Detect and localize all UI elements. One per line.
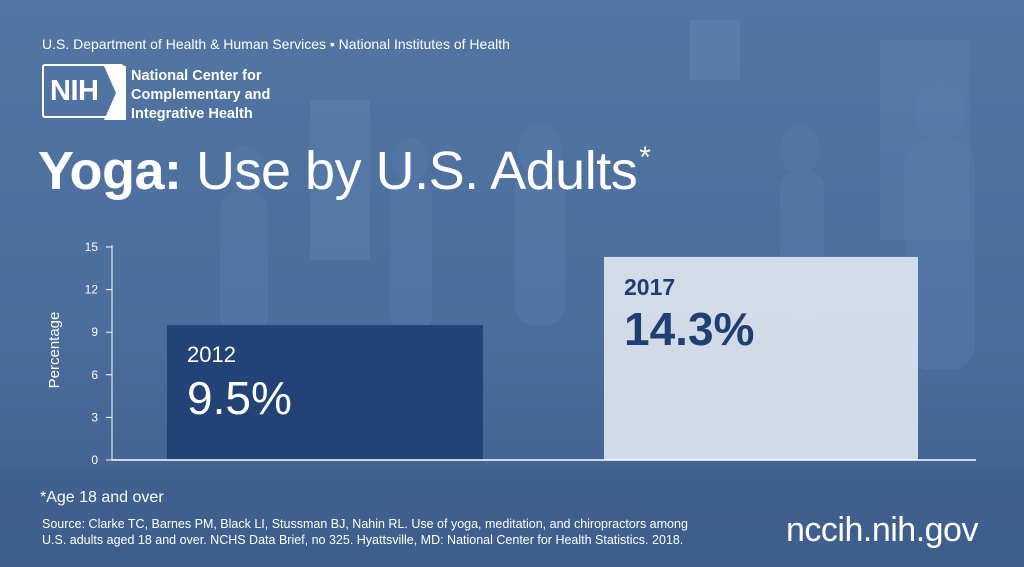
bar-value-label: 14.3% bbox=[624, 303, 754, 355]
center-name-line-3: Integrative Health bbox=[131, 106, 253, 122]
y-axis-label: Percentage bbox=[46, 312, 63, 389]
y-tick-label: 15 bbox=[85, 240, 99, 254]
title-asterisk: * bbox=[639, 141, 651, 174]
y-tick-label: 12 bbox=[85, 283, 99, 297]
title-bold: Yoga: bbox=[38, 141, 182, 201]
bar-2017 bbox=[604, 256, 918, 460]
page-title: Yoga: Use by U.S. Adults* bbox=[38, 140, 651, 202]
bar-value-label: 9.5% bbox=[187, 372, 292, 424]
bar-2012 bbox=[167, 325, 483, 460]
y-tick-label: 9 bbox=[91, 325, 98, 339]
website-link[interactable]: nccih.nih.gov bbox=[786, 511, 978, 549]
title-regular: Use by U.S. Adults bbox=[196, 141, 638, 201]
agency-line: U.S. Department of Health & Human Servic… bbox=[42, 36, 510, 52]
center-name: National Center for Complementary and In… bbox=[131, 67, 270, 124]
y-tick-label: 6 bbox=[91, 368, 98, 382]
y-tick-label: 0 bbox=[91, 453, 98, 467]
bar-category-label: 2017 bbox=[624, 274, 675, 300]
source-line-2: U.S. adults aged 18 and over. NCHS Data … bbox=[42, 533, 684, 547]
source-citation: Source: Clarke TC, Barnes PM, Black LI, … bbox=[42, 516, 742, 548]
footnote: *Age 18 and over bbox=[40, 489, 164, 506]
nih-logo-text: NIH bbox=[50, 75, 99, 107]
center-name-line-2: Complementary and bbox=[131, 87, 271, 103]
source-line-1: Source: Clarke TC, Barnes PM, Black LI, … bbox=[42, 517, 688, 531]
y-tick-label: 3 bbox=[91, 410, 98, 424]
bar-category-label: 2012 bbox=[187, 342, 236, 367]
center-name-line-1: National Center for bbox=[131, 68, 262, 84]
nih-logo: NIH bbox=[42, 64, 126, 120]
